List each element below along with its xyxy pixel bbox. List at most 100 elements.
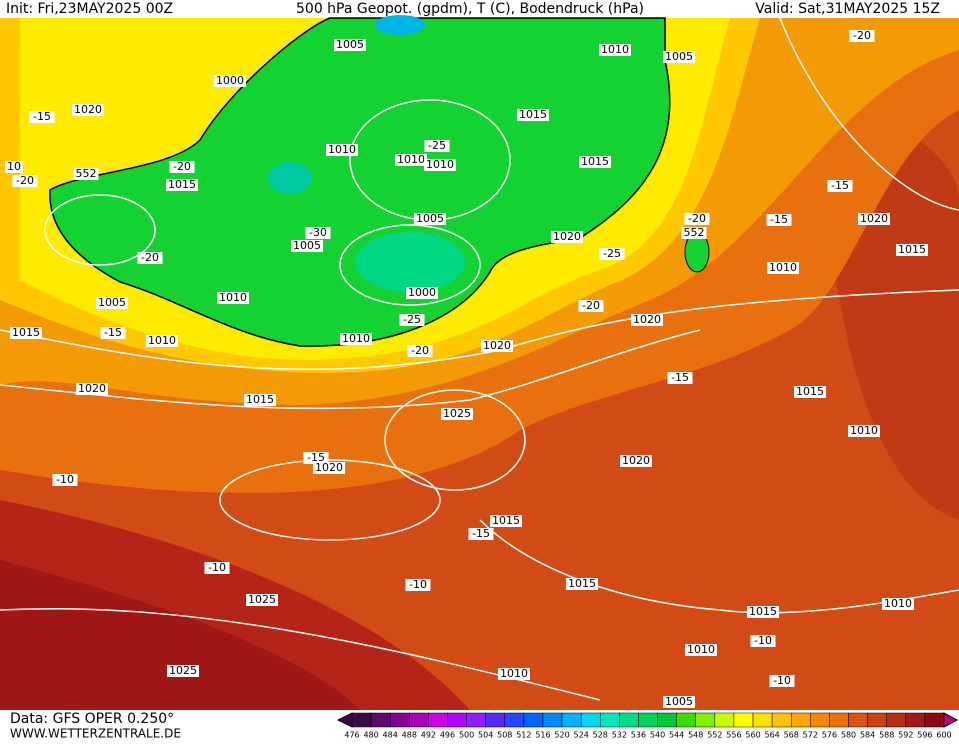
isobar-label: -15	[770, 213, 788, 226]
colorbar-label: 548	[688, 731, 703, 740]
label-box	[578, 300, 604, 312]
label-box	[291, 240, 323, 252]
label-box	[827, 180, 853, 192]
isobar-label: 1010	[328, 143, 356, 156]
label-box	[10, 327, 42, 339]
label-box	[766, 214, 792, 226]
isobar-label: 1010	[884, 597, 912, 610]
label-box	[96, 297, 128, 309]
isobar-label: 1010	[500, 667, 528, 680]
label-box	[769, 675, 795, 687]
isobar-label: 552	[76, 167, 97, 180]
label-box	[246, 594, 278, 606]
colorbar-cell	[351, 712, 372, 728]
label-box	[305, 227, 331, 239]
colorbar-cell	[848, 712, 868, 728]
colorbar-label: 556	[726, 731, 741, 740]
colorbar-cell	[619, 712, 639, 728]
colorbar-cell	[714, 712, 735, 728]
isobar-label: 1015	[581, 155, 609, 168]
isobar-label: 1010	[397, 153, 425, 166]
colorbar-cell	[924, 712, 945, 728]
label-box	[204, 562, 230, 574]
isobar-label: 1015	[519, 108, 547, 121]
isobar-label: 1015	[796, 385, 824, 398]
isobar-label: 1005	[665, 695, 693, 708]
colorbar-label: 580	[841, 731, 856, 740]
isobar-label: 1015	[749, 605, 777, 618]
isobar-label: 1010	[769, 261, 797, 274]
colorbar-cell	[810, 712, 830, 728]
colorbar-label: 492	[421, 731, 436, 740]
colorbar-cell	[867, 712, 887, 728]
colorbar-cell	[733, 712, 754, 728]
label-box	[599, 44, 631, 56]
label-box	[620, 455, 652, 467]
isobar-label: 1005	[98, 296, 126, 309]
colorbar-label: 480	[363, 731, 378, 740]
isobar-label: 1015	[168, 178, 196, 191]
isobar-label: -25	[428, 139, 446, 152]
label-box	[481, 340, 513, 352]
label-box	[684, 213, 710, 225]
website: WWW.WETTERZENTRALE.DE	[10, 727, 181, 741]
label-box	[73, 168, 99, 180]
colorbar-label: 496	[440, 731, 455, 740]
label-box	[166, 179, 198, 191]
label-box	[498, 668, 530, 680]
colorbar-label: 528	[593, 731, 608, 740]
isobar-label: 1020	[633, 313, 661, 326]
label-box	[551, 231, 583, 243]
colorbar-cell	[409, 712, 429, 728]
colorbar-cell	[466, 712, 486, 728]
isobar-label: 1020	[553, 230, 581, 243]
isobar-label: -10	[56, 473, 74, 486]
isobar-label: 1005	[336, 38, 364, 51]
label-box	[681, 227, 707, 239]
isobar-label: 1015	[568, 577, 596, 590]
colorbar-label: 596	[917, 731, 932, 740]
label-box	[441, 408, 473, 420]
label-box	[167, 665, 199, 677]
isobar-label: 1010	[687, 643, 715, 656]
label-box	[313, 462, 345, 474]
colorbar-cell	[886, 712, 907, 728]
colorbar-label: 508	[497, 731, 512, 740]
label-box	[631, 314, 663, 326]
data-source: Data: GFS OPER 0.250°	[10, 711, 174, 727]
colorbar-label: 572	[803, 731, 818, 740]
isobar-label: 552	[684, 226, 705, 239]
colorbar-cell	[561, 712, 582, 728]
colorbar-label: 540	[650, 731, 665, 740]
isobar-label: -15	[472, 527, 490, 540]
label-box	[406, 287, 438, 299]
label-box	[407, 345, 433, 357]
isobar-label: 10	[7, 160, 21, 173]
isobar-label: -20	[411, 344, 429, 357]
colorbar-label: 552	[707, 731, 722, 740]
colorbar-label: 544	[669, 731, 684, 740]
label-box	[169, 161, 195, 173]
colorbar-cell	[638, 712, 658, 728]
isobar-label: 1015	[246, 393, 274, 406]
label-box	[214, 75, 246, 87]
label-box	[29, 111, 55, 123]
colorbar-label: 584	[860, 731, 875, 740]
colorbar-label: 488	[402, 731, 417, 740]
isobar-label: 1005	[665, 50, 693, 63]
isobar-label: -10	[754, 634, 772, 647]
label-box	[490, 515, 522, 527]
colorbar-cell	[428, 712, 448, 728]
colorbar-cell	[676, 712, 696, 728]
valid-time: Valid: Sat,31MAY2025 15Z	[755, 1, 940, 17]
label-box	[424, 140, 450, 152]
label-box	[579, 156, 611, 168]
colorbar-label: 516	[535, 731, 550, 740]
map-title: 500 hPa Geopot. (gpdm), T (C), Bodendruc…	[296, 1, 644, 17]
isobar-label: 1020	[315, 461, 343, 474]
label-box	[849, 30, 875, 42]
colorbar-label: 524	[574, 731, 589, 740]
isobar-label: -15	[33, 110, 51, 123]
isobar-label: -15	[104, 326, 122, 339]
isobar-label: 1010	[850, 424, 878, 437]
